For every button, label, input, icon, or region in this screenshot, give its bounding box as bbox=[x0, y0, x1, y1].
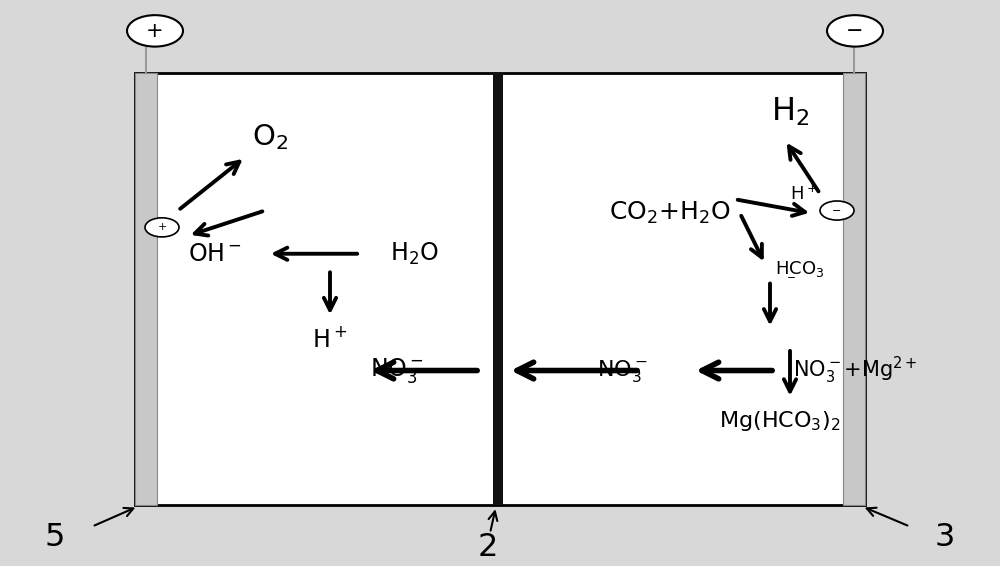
Bar bbox=[493, 73, 503, 505]
Text: +: + bbox=[157, 222, 167, 233]
Text: $^-$: $^-$ bbox=[784, 275, 796, 289]
Text: O$_2$: O$_2$ bbox=[252, 123, 288, 152]
Text: NO$_3^-$: NO$_3^-$ bbox=[597, 358, 648, 384]
Text: +: + bbox=[146, 21, 164, 41]
Text: 3: 3 bbox=[935, 522, 955, 554]
Text: Mg(HCO$_3)_2$: Mg(HCO$_3)_2$ bbox=[719, 409, 841, 433]
Circle shape bbox=[145, 218, 179, 237]
Text: H$^+$: H$^+$ bbox=[790, 184, 817, 203]
Text: NO$_3^-$+Mg$^{2+}$: NO$_3^-$+Mg$^{2+}$ bbox=[793, 355, 918, 386]
Text: H$^+$: H$^+$ bbox=[312, 327, 348, 352]
Text: OH$^-$: OH$^-$ bbox=[188, 242, 242, 266]
Text: −: − bbox=[846, 21, 864, 41]
Text: 2: 2 bbox=[478, 532, 498, 563]
Text: HCO$_3$: HCO$_3$ bbox=[775, 259, 824, 280]
Text: H$_2$: H$_2$ bbox=[771, 96, 809, 128]
Text: H$_2$O: H$_2$O bbox=[390, 241, 439, 267]
Text: −: − bbox=[832, 205, 842, 216]
Circle shape bbox=[820, 201, 854, 220]
Circle shape bbox=[827, 15, 883, 46]
Text: 5: 5 bbox=[45, 522, 65, 554]
Text: CO$_2$+H$_2$O: CO$_2$+H$_2$O bbox=[609, 200, 731, 226]
Circle shape bbox=[127, 15, 183, 46]
Bar bbox=[843, 73, 865, 505]
Text: NO$_3^-$: NO$_3^-$ bbox=[370, 356, 424, 385]
Bar bbox=[135, 73, 157, 505]
Bar bbox=[135, 73, 865, 505]
